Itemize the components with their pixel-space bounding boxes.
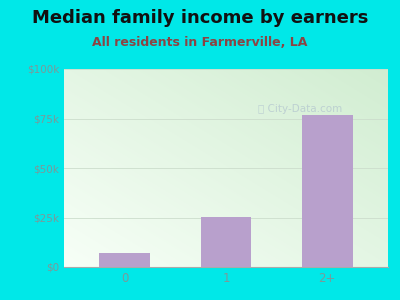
Bar (201, 217, 251, 267)
Bar (100, 253, 150, 267)
Text: ⓘ City-Data.com: ⓘ City-Data.com (258, 103, 343, 114)
Bar (302, 115, 352, 267)
Text: All residents in Farmerville, LA: All residents in Farmerville, LA (92, 36, 308, 49)
Text: Median family income by earners: Median family income by earners (32, 9, 368, 27)
